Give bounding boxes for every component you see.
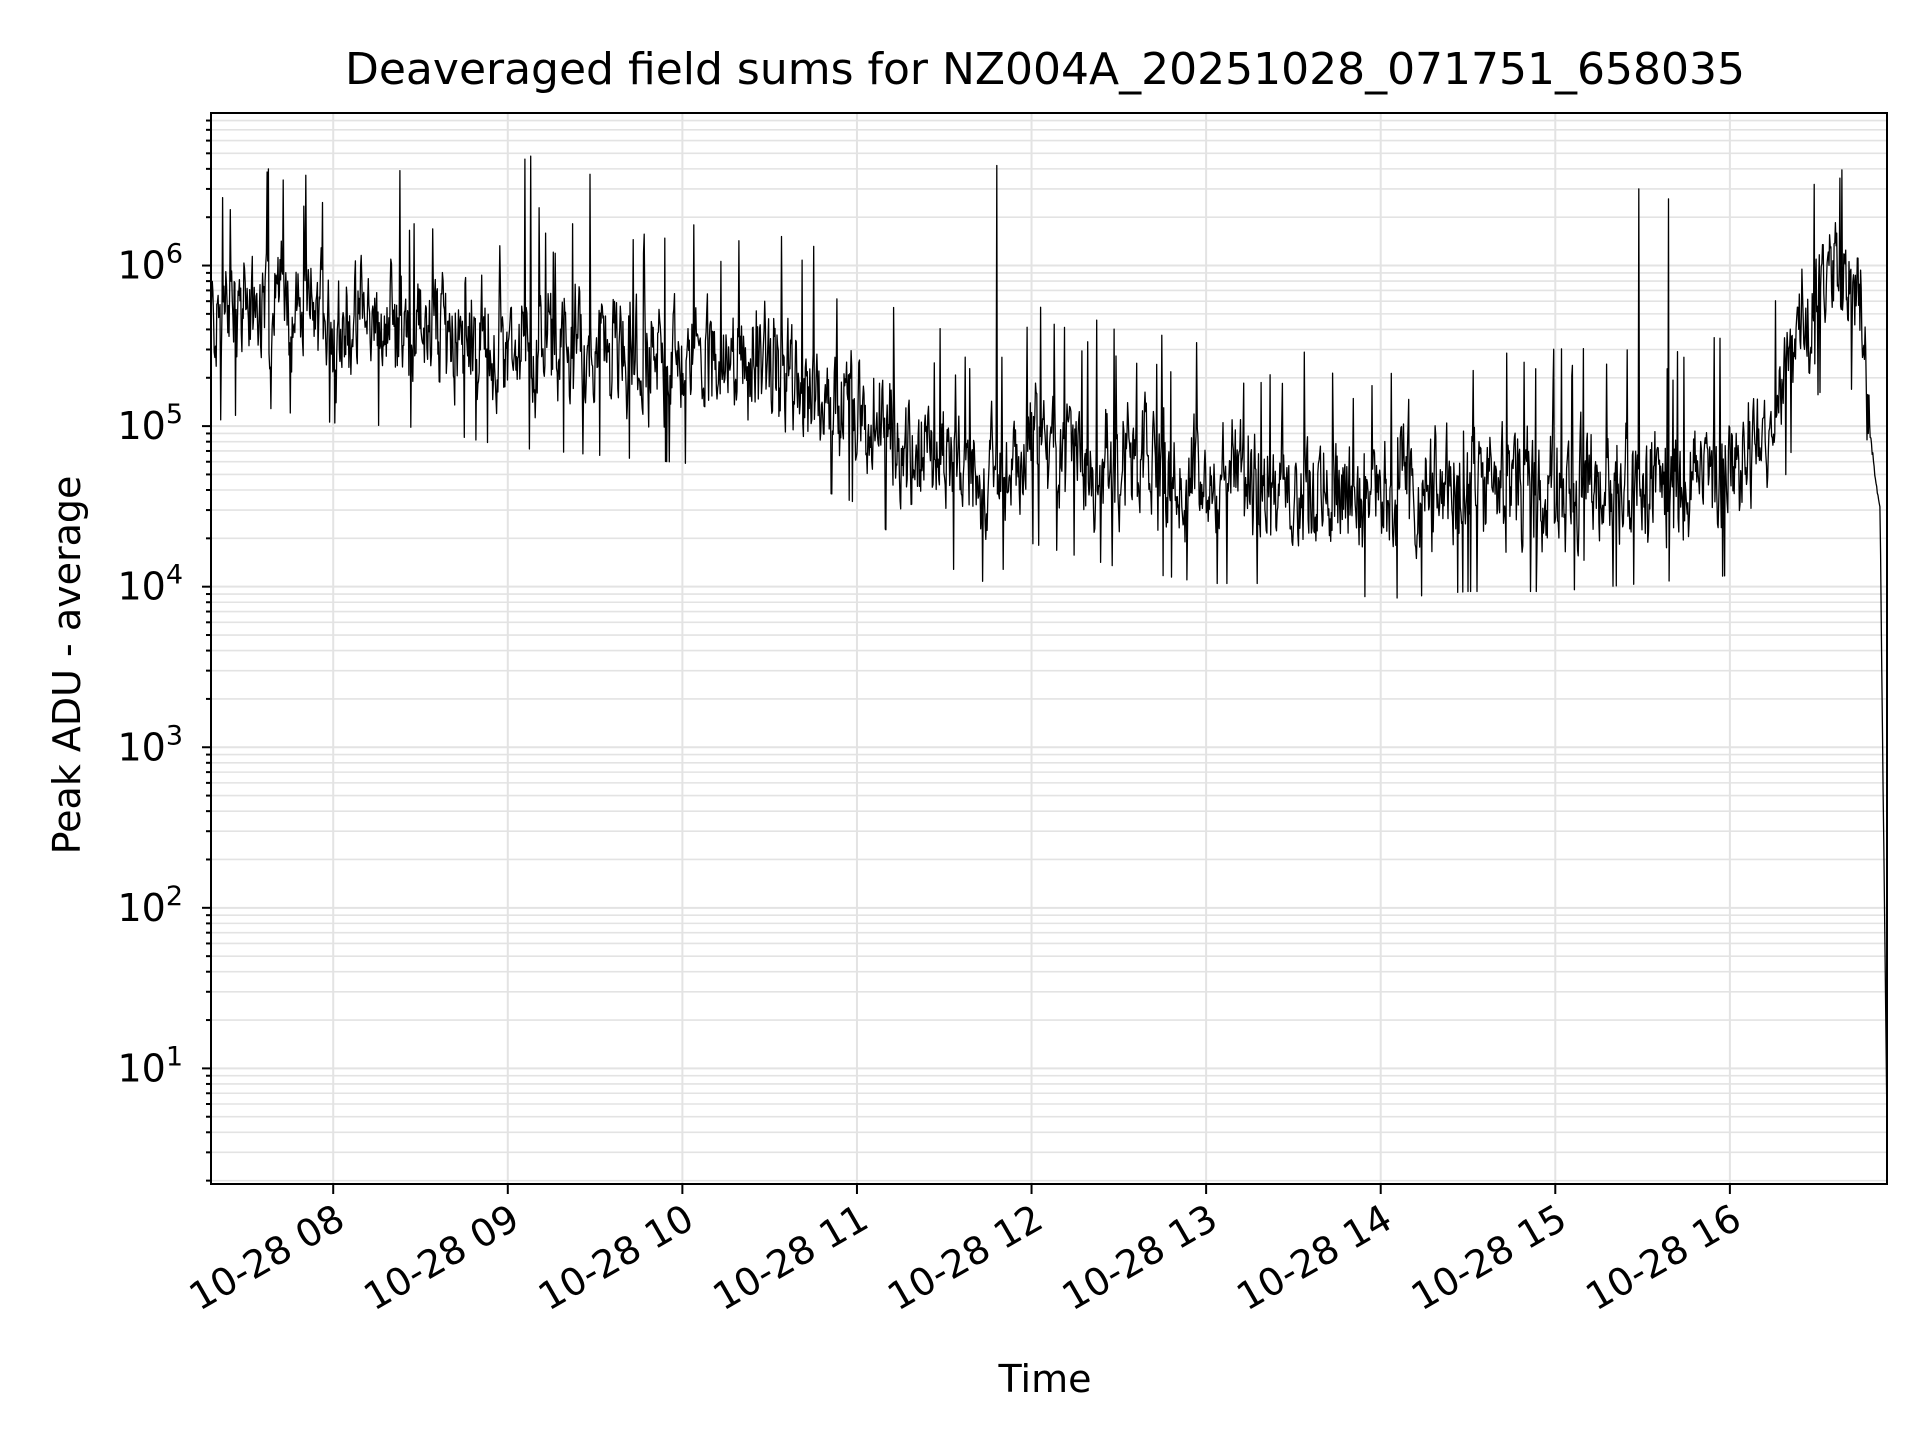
y-tick-exponent: 4 (166, 560, 183, 591)
y-tick-exponent: 3 (166, 720, 183, 751)
series-line (210, 155, 1888, 1130)
y-tick-base: 10 (117, 244, 165, 288)
y-tick-label: 101 (117, 1041, 183, 1090)
y-tick-exponent: 2 (166, 881, 183, 912)
y-tick-label: 104 (117, 560, 183, 609)
chart-title: Deaveraged field sums for NZ004A_2025102… (345, 44, 1745, 95)
y-tick-exponent: 5 (166, 399, 183, 430)
y-tick-base: 10 (117, 404, 165, 448)
y-tick-base: 10 (117, 565, 165, 609)
y-tick-base: 10 (117, 725, 165, 769)
x-axis-label: Time (998, 1357, 1092, 1401)
y-tick-label: 102 (117, 881, 183, 930)
y-axis-label: Peak ADU - average (45, 476, 89, 855)
y-tick-label: 106 (117, 239, 183, 288)
plot-frame (210, 112, 1888, 1185)
y-tick-base: 10 (117, 1046, 165, 1090)
y-tick-base: 10 (117, 886, 165, 930)
plot-series (210, 155, 1888, 1130)
y-tick-label: 103 (117, 720, 183, 769)
y-tick-exponent: 6 (166, 239, 183, 270)
y-tick-label: 105 (117, 399, 183, 448)
y-tick-exponent: 1 (166, 1041, 183, 1072)
